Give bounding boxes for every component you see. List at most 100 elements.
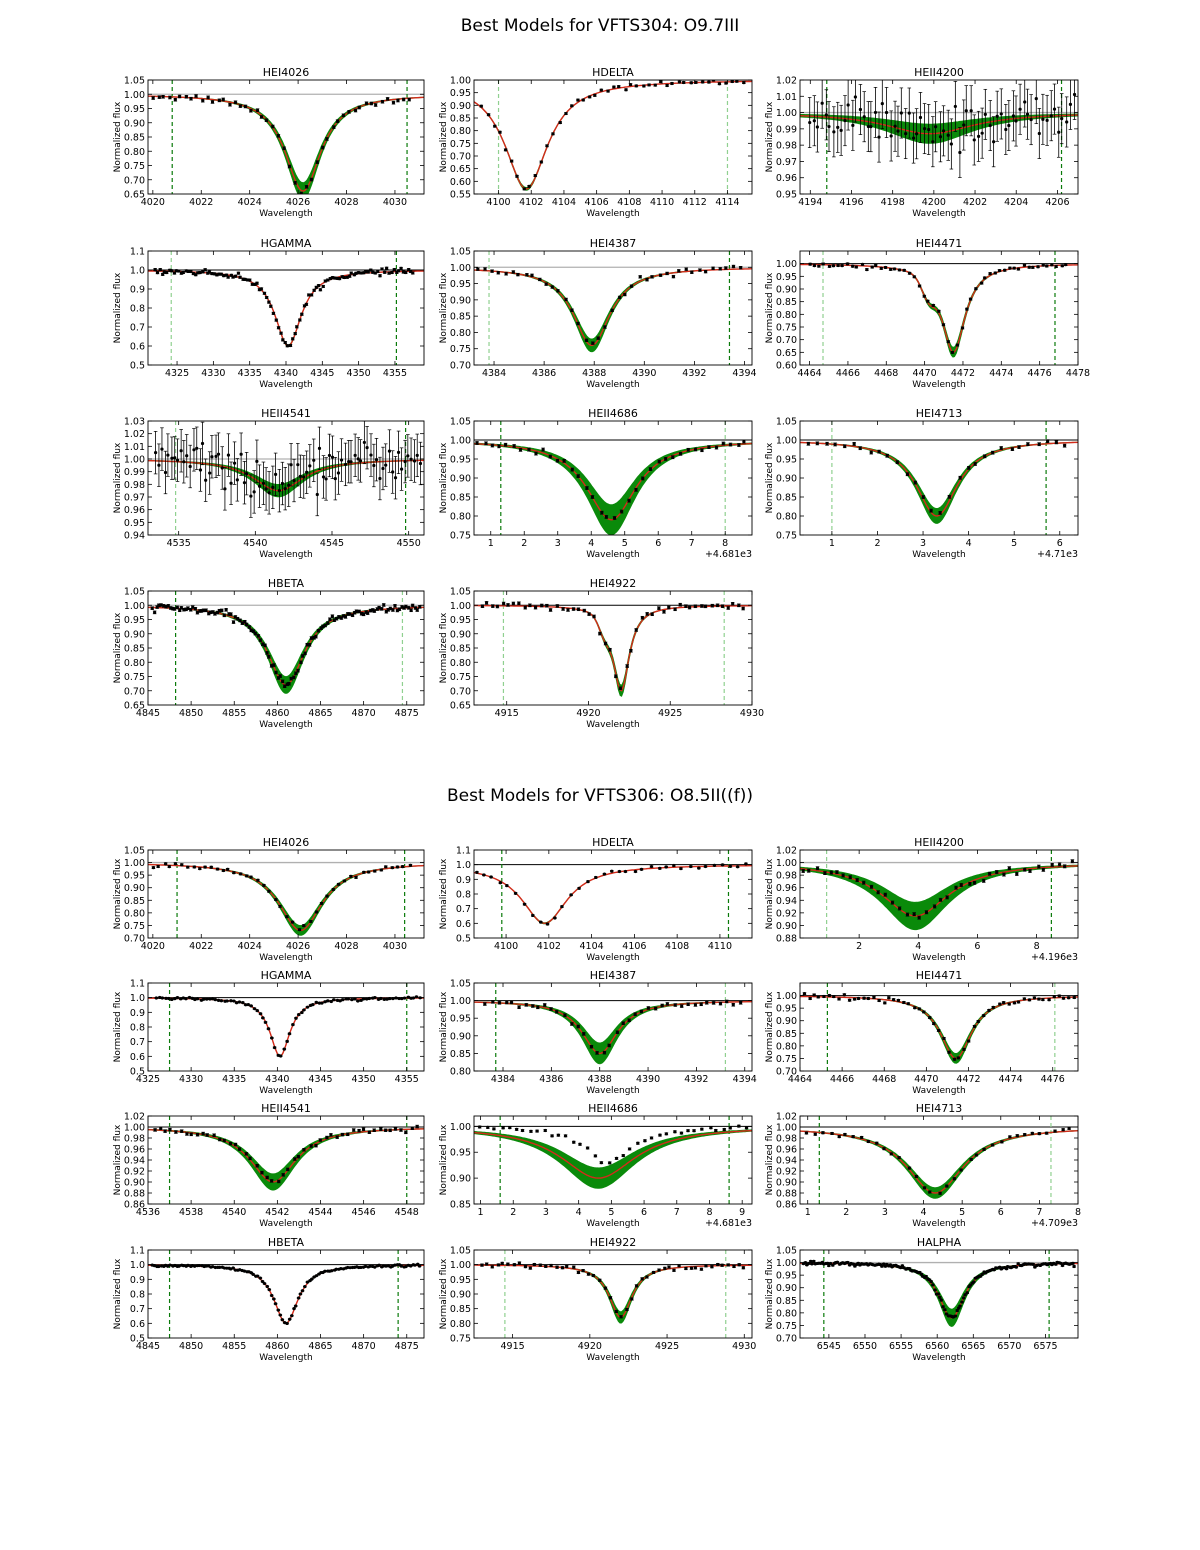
y-tick-label: 0.90 <box>124 118 145 129</box>
data-point <box>988 123 992 128</box>
data-point <box>931 303 935 307</box>
data-point <box>629 649 633 653</box>
x-tick-label: 4855 <box>222 708 246 719</box>
data-point <box>323 1000 327 1004</box>
y-tick-label: 0.80 <box>124 658 145 669</box>
data-point <box>1052 995 1056 999</box>
data-point <box>1065 120 1069 124</box>
data-point <box>288 343 293 348</box>
x-tick-label: 4915 <box>495 708 519 719</box>
data-point <box>640 616 644 620</box>
data-point <box>932 1022 936 1026</box>
data-point <box>1064 262 1068 267</box>
data-point <box>504 148 508 152</box>
data-point <box>229 481 233 485</box>
data-point <box>598 631 602 636</box>
data-point <box>248 278 252 282</box>
data-point <box>324 477 328 481</box>
x-tick-label: 4384 <box>491 1074 515 1085</box>
data-point <box>153 451 158 455</box>
data-point <box>232 461 237 465</box>
data-point <box>570 1022 574 1026</box>
y-tick-label: 0.75 <box>776 1054 797 1065</box>
data-point <box>1041 263 1045 267</box>
panel-frame <box>473 250 753 366</box>
plot-area <box>148 983 424 1071</box>
y-tick-label: 1.05 <box>124 587 145 598</box>
data-point <box>265 295 269 300</box>
data-point <box>292 675 296 679</box>
data-point <box>285 915 289 919</box>
data-point <box>812 993 816 997</box>
y-axis-label: Normalized flux <box>113 442 123 513</box>
y-tick-label: 1.00 <box>776 858 797 869</box>
y-tick-label: 0.95 <box>450 279 471 290</box>
data-point <box>1041 998 1045 1002</box>
x-tick-label: 4028 <box>334 197 358 208</box>
model-band <box>474 442 752 535</box>
model-band <box>148 864 424 936</box>
y-tick-label: 0.95 <box>124 518 145 529</box>
y-tick-label: 0.96 <box>124 505 145 516</box>
data-point <box>518 448 523 452</box>
data-point <box>1022 997 1026 1001</box>
data-point <box>824 113 828 117</box>
y-tick-label: 1.00 <box>450 996 471 1007</box>
data-point <box>203 268 207 272</box>
data-point <box>1002 872 1006 877</box>
data-point <box>697 866 701 870</box>
y-axis-label: Normalized flux <box>439 101 449 172</box>
data-point <box>634 628 638 632</box>
data-point <box>896 129 900 133</box>
data-point <box>399 266 403 271</box>
data-point <box>297 1013 301 1017</box>
data-point <box>1034 96 1038 101</box>
data-point <box>698 268 702 272</box>
data-point <box>496 271 500 275</box>
y-tick-label: 1.05 <box>450 587 471 598</box>
y-tick-label: 0.90 <box>776 285 797 296</box>
data-point <box>999 446 1003 450</box>
x-tick-label: 4114 <box>715 197 739 208</box>
data-point <box>972 138 976 142</box>
data-point <box>403 459 407 464</box>
panel-hei4026-11: 4020 4022 4024 4026 4028 4030 0.70 0.75 0.800.85… <box>113 836 425 963</box>
data-point <box>586 879 590 884</box>
data-point <box>400 996 404 1001</box>
data-point <box>806 442 810 446</box>
x-tick-label: 2 <box>874 538 880 549</box>
y-axis-label: Normalized flux <box>439 612 449 683</box>
panel-heii4686-7: 1 2 3 4 5 6 7 8 0.75 0.80 0.85 0.90 0.95 1.00 1.05 HEII… <box>439 407 753 560</box>
data-point <box>249 1004 253 1008</box>
data-point <box>332 998 336 1002</box>
y-tick-label: 0.8 <box>130 304 145 315</box>
panel-hbeta-9: 4845 4850 4855 4860 4865 4870 4875 0.65 0.70 0.75… <box>113 577 425 730</box>
panel-title: HEI4026 <box>263 66 309 79</box>
data-point <box>877 135 881 139</box>
data-point <box>645 612 649 616</box>
y-tick-label: 0.96 <box>776 173 797 184</box>
data-point <box>400 865 405 869</box>
data-point <box>604 515 608 519</box>
data-point <box>1027 998 1032 1002</box>
y-tick-label: 0.75 <box>124 672 145 683</box>
data-point <box>893 124 897 128</box>
data-point <box>1050 263 1054 267</box>
x-tick-label: 4030 <box>383 197 407 208</box>
data-point <box>506 603 510 607</box>
data-point <box>967 466 971 470</box>
x-tick-label: 4470 <box>913 368 937 379</box>
data-point <box>179 997 183 1001</box>
panel-title: HEII4200 <box>914 66 964 79</box>
plot-area <box>474 591 752 705</box>
x-tick-label: 4 <box>588 538 594 549</box>
y-tick-label: 0.85 <box>450 1049 471 1060</box>
data-point <box>250 282 254 286</box>
data-point <box>311 1003 315 1007</box>
data-point <box>517 601 521 605</box>
data-point <box>938 511 942 515</box>
data-point <box>1018 107 1022 111</box>
data-point <box>988 272 992 276</box>
data-point <box>333 276 337 280</box>
data-point <box>937 1028 941 1033</box>
